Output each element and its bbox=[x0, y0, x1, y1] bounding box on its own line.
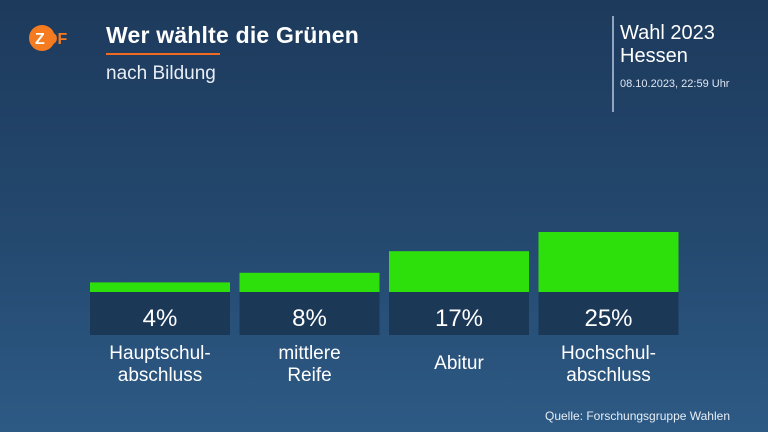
value-box-1 bbox=[239, 292, 380, 335]
title-underline bbox=[106, 53, 220, 55]
bar-2 bbox=[389, 251, 529, 292]
category-label-2-0: Abitur bbox=[434, 353, 484, 374]
chart-title: Wer wählte die Grünen bbox=[106, 22, 359, 48]
value-label-3: 25% bbox=[584, 305, 632, 332]
timestamp: 08.10.2023, 22:59 Uhr bbox=[620, 78, 730, 90]
source-note: Quelle: Forschungsgruppe Wahlen bbox=[545, 409, 730, 423]
category-label-3-1: abschluss bbox=[566, 365, 651, 386]
value-label-0: 4% bbox=[143, 305, 178, 332]
header-divider bbox=[612, 16, 614, 112]
category-label-0-1: abschluss bbox=[118, 365, 203, 386]
chart-subtitle: nach Bildung bbox=[106, 63, 216, 84]
value-label-1: 8% bbox=[292, 305, 327, 332]
value-box-0 bbox=[90, 292, 230, 335]
election-label: Wahl 2023 Hessen bbox=[620, 22, 715, 68]
category-label-1-1: Reife bbox=[287, 365, 331, 386]
svg-text:DF: DF bbox=[46, 31, 68, 48]
value-box-2 bbox=[389, 292, 529, 335]
zdf-logo: Z DF bbox=[29, 25, 68, 51]
bar-3 bbox=[538, 232, 679, 292]
bar-0 bbox=[90, 282, 230, 292]
election-year: Wahl 2023 bbox=[620, 22, 715, 44]
category-label-3-0: Hochschul- bbox=[561, 343, 656, 364]
value-label-2: 17% bbox=[435, 305, 483, 332]
bar-1 bbox=[239, 272, 380, 292]
category-label-0-0: Hauptschul- bbox=[109, 343, 210, 364]
election-region: Hessen bbox=[620, 45, 688, 67]
svg-text:Z: Z bbox=[35, 31, 45, 48]
category-label-1-0: mittlere bbox=[278, 343, 340, 364]
value-box-3 bbox=[538, 292, 679, 335]
